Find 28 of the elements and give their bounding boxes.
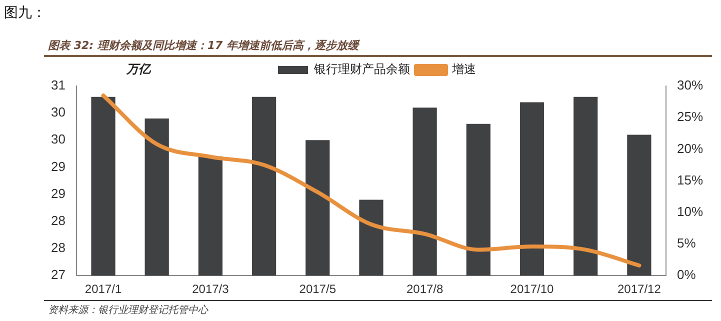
y-tick-label: 29 (50, 158, 66, 174)
y2-tick-label: 30% (676, 78, 704, 93)
text: 图九： (4, 4, 46, 22)
x-tick-label: 2017/1 (84, 282, 122, 296)
legend-label: 增速 (451, 62, 476, 76)
y-tick-label: 29 (50, 186, 66, 201)
y2-tick-label: 5% (676, 236, 696, 251)
y-tick-label: 30 (50, 104, 66, 120)
x-tick-label: 2017/12 (617, 282, 662, 296)
y-tick-label: 30 (50, 132, 66, 147)
y2-tick-label: 25% (676, 109, 704, 124)
y-tick-label: 27 (50, 267, 66, 282)
y-axis-title: 万亿 (125, 62, 152, 76)
x-tick-label: 2017/8 (406, 282, 444, 296)
x-tick-label: 2017/10 (510, 282, 554, 296)
text: 资料来源：银行业理财登记托管中心 (48, 304, 208, 317)
y-tick-label: 28 (50, 240, 66, 256)
x-tick-label: 2017/5 (299, 282, 336, 296)
y-tick-label: 28 (50, 213, 66, 228)
chart-title: 图表 32: 理财余额及同比增速：17 年增速前低后高，逐步放缓 (48, 38, 359, 53)
y-tick-label: 31 (50, 78, 66, 93)
y2-tick-label: 15% (676, 172, 704, 188)
legend-label: 银行理财产品余额 (313, 62, 410, 76)
y2-tick-label: 10% (676, 204, 704, 219)
y2-tick-label: 0% (676, 267, 696, 282)
x-tick-label: 2017/3 (192, 282, 230, 296)
line-series (101, 93, 642, 268)
y2-tick-label: 20% (676, 140, 704, 156)
